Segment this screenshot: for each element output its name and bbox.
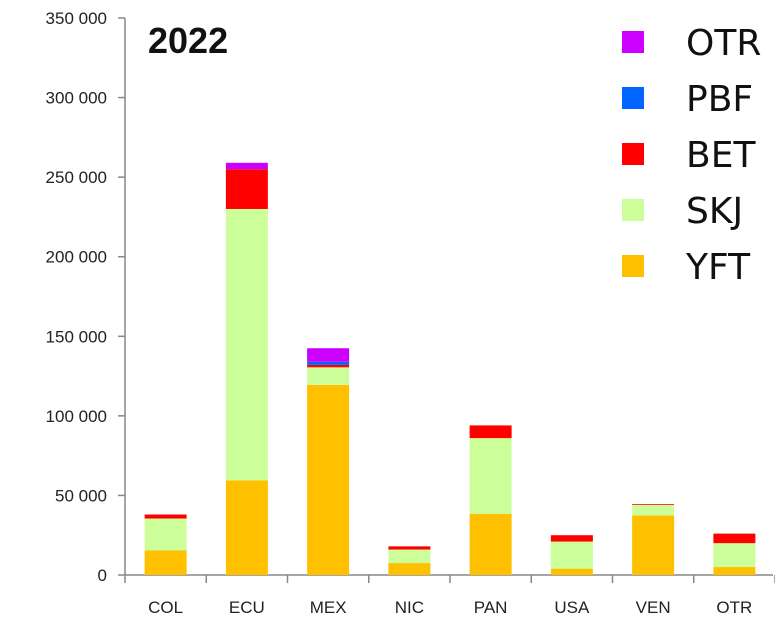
legend: OTR PBF BET SKJ YFT [622, 23, 761, 288]
bar-segment-skj [713, 543, 756, 568]
bar-segment-pbf [307, 361, 350, 365]
bars [144, 162, 756, 575]
bar-stack-col [144, 514, 187, 575]
bar-stack-pan [469, 425, 512, 575]
bar-segment-bet [225, 169, 268, 209]
bar-segment-skj [388, 549, 431, 564]
x-tick-label: COL [148, 598, 183, 617]
bar-stack-otr [713, 533, 756, 575]
legend-label: PBF [686, 79, 753, 120]
y-tick-label: 300 000 [46, 89, 107, 108]
bar-segment-bet [713, 533, 756, 544]
bar-segment-skj [225, 208, 268, 481]
legend-label: OTR [686, 23, 761, 64]
legend-swatch [622, 31, 644, 53]
y-tick-label: 250 000 [46, 168, 107, 187]
legend-swatch [622, 255, 644, 277]
legend-label: YFT [685, 247, 751, 288]
bar-stack-usa [550, 535, 593, 575]
bar-segment-yft [388, 563, 431, 575]
bar-segment-yft [469, 513, 512, 575]
x-tick-label: OTR [716, 598, 752, 617]
legend-swatch [622, 87, 644, 109]
axes: 0 50 000 100 000 150 000 200 000 250 000 300 0… [46, 9, 775, 617]
legend-item-pbf: PBF [622, 79, 753, 120]
y-tick-label: 100 000 [46, 407, 107, 426]
legend-label: BET [686, 135, 756, 176]
bar-stack-nic [388, 546, 431, 575]
bar-segment-bet [632, 504, 675, 505]
bar-segment-skj [144, 518, 187, 551]
bar-segment-otr [225, 162, 268, 170]
bar-segment-otr [307, 348, 350, 362]
legend-item-otr: OTR [622, 23, 761, 64]
chart-title: 2022 [148, 20, 228, 61]
bar-segment-yft [550, 568, 593, 575]
bar-segment-yft [307, 384, 350, 575]
bar-segment-yft [225, 480, 268, 575]
bar-segment-bet [388, 546, 431, 550]
x-tick-label: VEN [636, 598, 671, 617]
bar-segment-bet [144, 514, 187, 519]
legend-item-skj: SKJ [622, 191, 743, 232]
y-tick-label: 50 000 [55, 486, 107, 505]
bar-segment-yft [713, 567, 756, 575]
bar-segment-yft [632, 515, 675, 575]
y-tick-label: 150 000 [46, 327, 107, 346]
bar-stack-ecu [225, 162, 268, 575]
x-tick-label: PAN [474, 598, 508, 617]
bar-stack-ven [632, 504, 675, 575]
legend-swatch [622, 143, 644, 165]
x-tick-label: USA [554, 598, 590, 617]
legend-item-yft: YFT [622, 247, 751, 288]
bar-segment-bet [550, 535, 593, 542]
y-tick-label: 350 000 [46, 9, 107, 28]
x-tick-label: MEX [310, 598, 347, 617]
bar-stack-mex [307, 348, 350, 575]
y-tick-label: 200 000 [46, 248, 107, 267]
bar-segment-skj [632, 504, 675, 516]
bar-segment-skj [550, 541, 593, 569]
bar-segment-bet [469, 425, 512, 439]
legend-swatch [622, 199, 644, 221]
bar-segment-skj [307, 367, 350, 385]
y-tick-label: 0 [98, 566, 107, 585]
legend-label: SKJ [686, 191, 743, 232]
legend-item-bet: BET [622, 135, 756, 176]
bar-segment-skj [469, 438, 512, 514]
x-tick-label: ECU [229, 598, 265, 617]
x-tick-label: NIC [395, 598, 424, 617]
bar-segment-yft [144, 550, 187, 575]
bar-segment-bet [307, 364, 350, 368]
